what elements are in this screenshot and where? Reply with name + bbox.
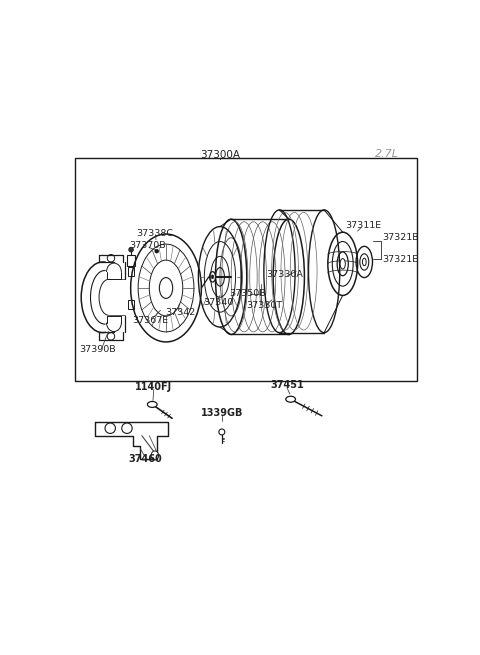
Text: 37350B: 37350B <box>229 290 266 299</box>
Ellipse shape <box>340 259 345 269</box>
Text: 37367E: 37367E <box>132 316 168 325</box>
Text: 37338C: 37338C <box>136 229 173 238</box>
Polygon shape <box>96 422 168 459</box>
Text: 37460: 37460 <box>128 454 162 464</box>
Text: 37321E: 37321E <box>383 255 419 264</box>
Text: 1140FJ: 1140FJ <box>135 383 172 392</box>
Text: 37330T: 37330T <box>246 301 282 310</box>
Text: 37340: 37340 <box>203 299 233 307</box>
Text: 37370B: 37370B <box>129 241 166 250</box>
Text: 37321B: 37321B <box>383 233 419 242</box>
Text: 37342: 37342 <box>165 309 195 318</box>
Ellipse shape <box>210 272 216 282</box>
Text: 37451: 37451 <box>270 381 304 390</box>
Ellipse shape <box>155 250 158 253</box>
Bar <box>75 158 417 381</box>
Ellipse shape <box>219 429 225 435</box>
Text: 37330A: 37330A <box>266 271 303 280</box>
Ellipse shape <box>129 248 133 252</box>
Ellipse shape <box>151 451 158 460</box>
Text: 37311E: 37311E <box>346 221 382 230</box>
Bar <box>128 267 134 276</box>
Text: 1339GB: 1339GB <box>201 407 243 418</box>
Text: 37390B: 37390B <box>80 345 116 354</box>
Ellipse shape <box>362 258 366 266</box>
Ellipse shape <box>286 396 296 402</box>
Ellipse shape <box>147 402 157 407</box>
Bar <box>128 300 134 309</box>
Text: 37300A: 37300A <box>200 150 240 160</box>
Ellipse shape <box>211 275 214 278</box>
Ellipse shape <box>105 423 115 434</box>
Text: 2.7L: 2.7L <box>375 149 399 159</box>
Bar <box>127 255 135 266</box>
Ellipse shape <box>122 423 132 434</box>
